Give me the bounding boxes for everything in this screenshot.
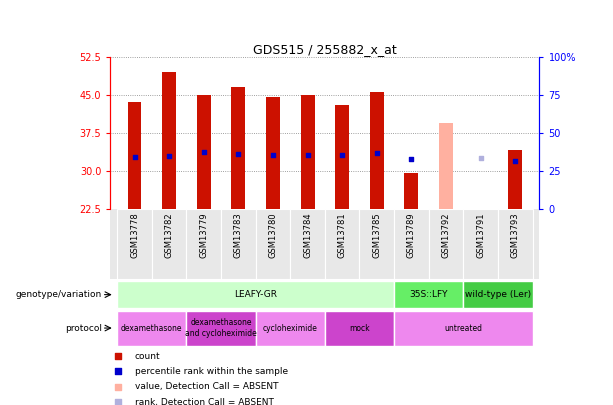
Text: GSM13791: GSM13791 [476,212,485,258]
Point [303,152,313,159]
Text: untreated: untreated [444,324,482,333]
Text: genotype/variation: genotype/variation [15,290,102,299]
Bar [117,209,152,279]
Bar [498,209,533,279]
Bar [394,281,463,308]
Bar [152,209,186,279]
Text: dexamethasone: dexamethasone [121,324,183,333]
Bar [221,209,256,279]
Text: 35S::LFY: 35S::LFY [409,290,448,299]
Text: GSM13789: GSM13789 [407,212,416,258]
Bar [266,97,280,209]
Bar [335,105,349,209]
Text: rank, Detection Call = ABSENT: rank, Detection Call = ABSENT [135,398,274,405]
Bar [325,209,359,279]
Point [234,151,243,157]
Text: GSM13792: GSM13792 [441,212,451,258]
Point [164,153,174,160]
Point [510,158,520,164]
Text: mock: mock [349,324,370,333]
Bar [197,95,211,209]
Text: cycloheximide: cycloheximide [263,324,318,333]
Bar [162,72,176,209]
Text: wild-type (Ler): wild-type (Ler) [465,290,531,299]
Bar [232,87,245,209]
Text: GSM13779: GSM13779 [199,212,208,258]
Text: GSM13778: GSM13778 [130,212,139,258]
Text: LEAFY-GR: LEAFY-GR [234,290,277,299]
Text: count: count [135,352,161,360]
Bar [439,123,453,209]
Text: dexamethasone
and cycloheximide: dexamethasone and cycloheximide [185,318,257,338]
Point [337,152,347,159]
Bar [128,102,142,209]
Title: GDS515 / 255882_x_at: GDS515 / 255882_x_at [253,43,397,55]
Bar [256,209,291,279]
Bar [508,150,522,209]
Point [476,154,485,161]
Bar [186,311,256,345]
Bar [186,209,221,279]
Bar [300,95,314,209]
Bar [359,209,394,279]
Bar [117,281,394,308]
Bar [463,281,533,308]
Text: GSM13782: GSM13782 [165,212,173,258]
Text: GSM13793: GSM13793 [511,212,520,258]
Text: GSM13784: GSM13784 [303,212,312,258]
Text: protocol: protocol [65,324,102,333]
Text: GSM13783: GSM13783 [234,212,243,258]
Point [372,150,382,156]
Bar [463,209,498,279]
Bar [291,209,325,279]
Point [130,154,140,160]
Point [406,156,416,162]
Bar [405,173,418,209]
Point [268,151,278,158]
Bar [394,209,428,279]
Bar [370,92,384,209]
Point [199,148,208,155]
Text: GSM13781: GSM13781 [338,212,347,258]
Bar [325,311,394,345]
Bar [428,209,463,279]
Text: GSM13785: GSM13785 [372,212,381,258]
Bar [394,311,533,345]
Bar [256,311,325,345]
Text: GSM13780: GSM13780 [268,212,278,258]
Bar [117,311,186,345]
Text: value, Detection Call = ABSENT: value, Detection Call = ABSENT [135,382,278,391]
Text: percentile rank within the sample: percentile rank within the sample [135,367,288,376]
